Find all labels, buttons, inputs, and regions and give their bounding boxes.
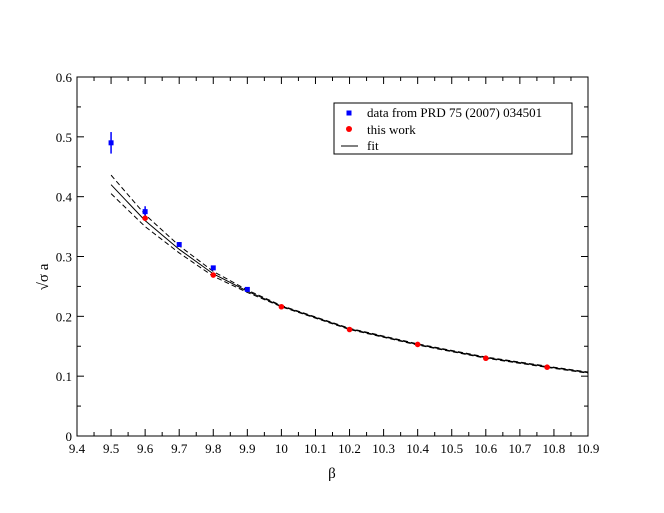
y-tick-label: 0.6 (56, 70, 73, 85)
legend-label-fit: fit (367, 138, 379, 153)
y-tick-label: 0.4 (56, 190, 73, 205)
data-point-prd (108, 140, 114, 146)
data-point-prd (176, 242, 182, 248)
x-tick-label: 10.2 (338, 441, 361, 456)
fit-error-band-curve (110, 174, 589, 373)
x-tick-label: 10.1 (304, 441, 327, 456)
x-tick-label: 10.4 (406, 441, 429, 456)
x-tick-label: 10.6 (474, 441, 497, 456)
data-point-this-work (414, 341, 421, 348)
axis-ticks: 9.4 9.5 9.6 9.7 9.8 9.9 10 10.1 10.2 10.3 10.4 10.5… (56, 70, 600, 456)
data-point-this-work (544, 364, 550, 370)
curves (110, 174, 589, 374)
y-axis-label: √σ a (36, 263, 52, 290)
legend: data from PRD 75 (2007) 034501 this work… (333, 102, 573, 155)
x-tick-label: 9.4 (69, 441, 86, 456)
legend-label-this-work: this work (367, 122, 416, 137)
x-tick-label: 10.3 (372, 441, 395, 456)
y-tick-label: 0.5 (56, 130, 72, 145)
data-point-this-work (210, 272, 217, 278)
legend-box (333, 102, 573, 155)
data-point-this-work (483, 355, 489, 362)
y-tick-label: 0.3 (56, 250, 72, 265)
data-points (108, 132, 550, 370)
y-tick-label: 0.2 (56, 309, 72, 324)
legend-label-prd: data from PRD 75 (2007) 034501 (367, 105, 542, 120)
fit-error-band-curve (110, 193, 589, 374)
x-axis-label: β (328, 466, 336, 482)
data-point-this-work (346, 326, 353, 333)
x-tick-label: 9.9 (239, 441, 255, 456)
data-point-prd (210, 265, 216, 271)
data-point-prd (142, 209, 148, 215)
x-tick-label: 10.8 (543, 441, 566, 456)
x-tick-label: 10 (275, 441, 288, 456)
y-tick-label: 0.1 (56, 369, 72, 384)
x-tick-label: 9.5 (103, 441, 119, 456)
data-point-prd (244, 286, 250, 292)
x-tick-label: 9.6 (137, 441, 154, 456)
y-tick-label: 0 (66, 429, 73, 444)
x-tick-label: 9.8 (205, 441, 221, 456)
legend-marker-prd (346, 110, 352, 116)
fit-curve (110, 184, 589, 374)
legend-marker-this-work (346, 126, 352, 132)
data-point-this-work (142, 215, 148, 222)
x-tick-label: 9.7 (171, 441, 188, 456)
x-tick-label: 10.9 (577, 441, 600, 456)
x-tick-label: 10.5 (440, 441, 463, 456)
x-tick-label: 10.7 (508, 441, 531, 456)
data-point-this-work (278, 303, 285, 310)
